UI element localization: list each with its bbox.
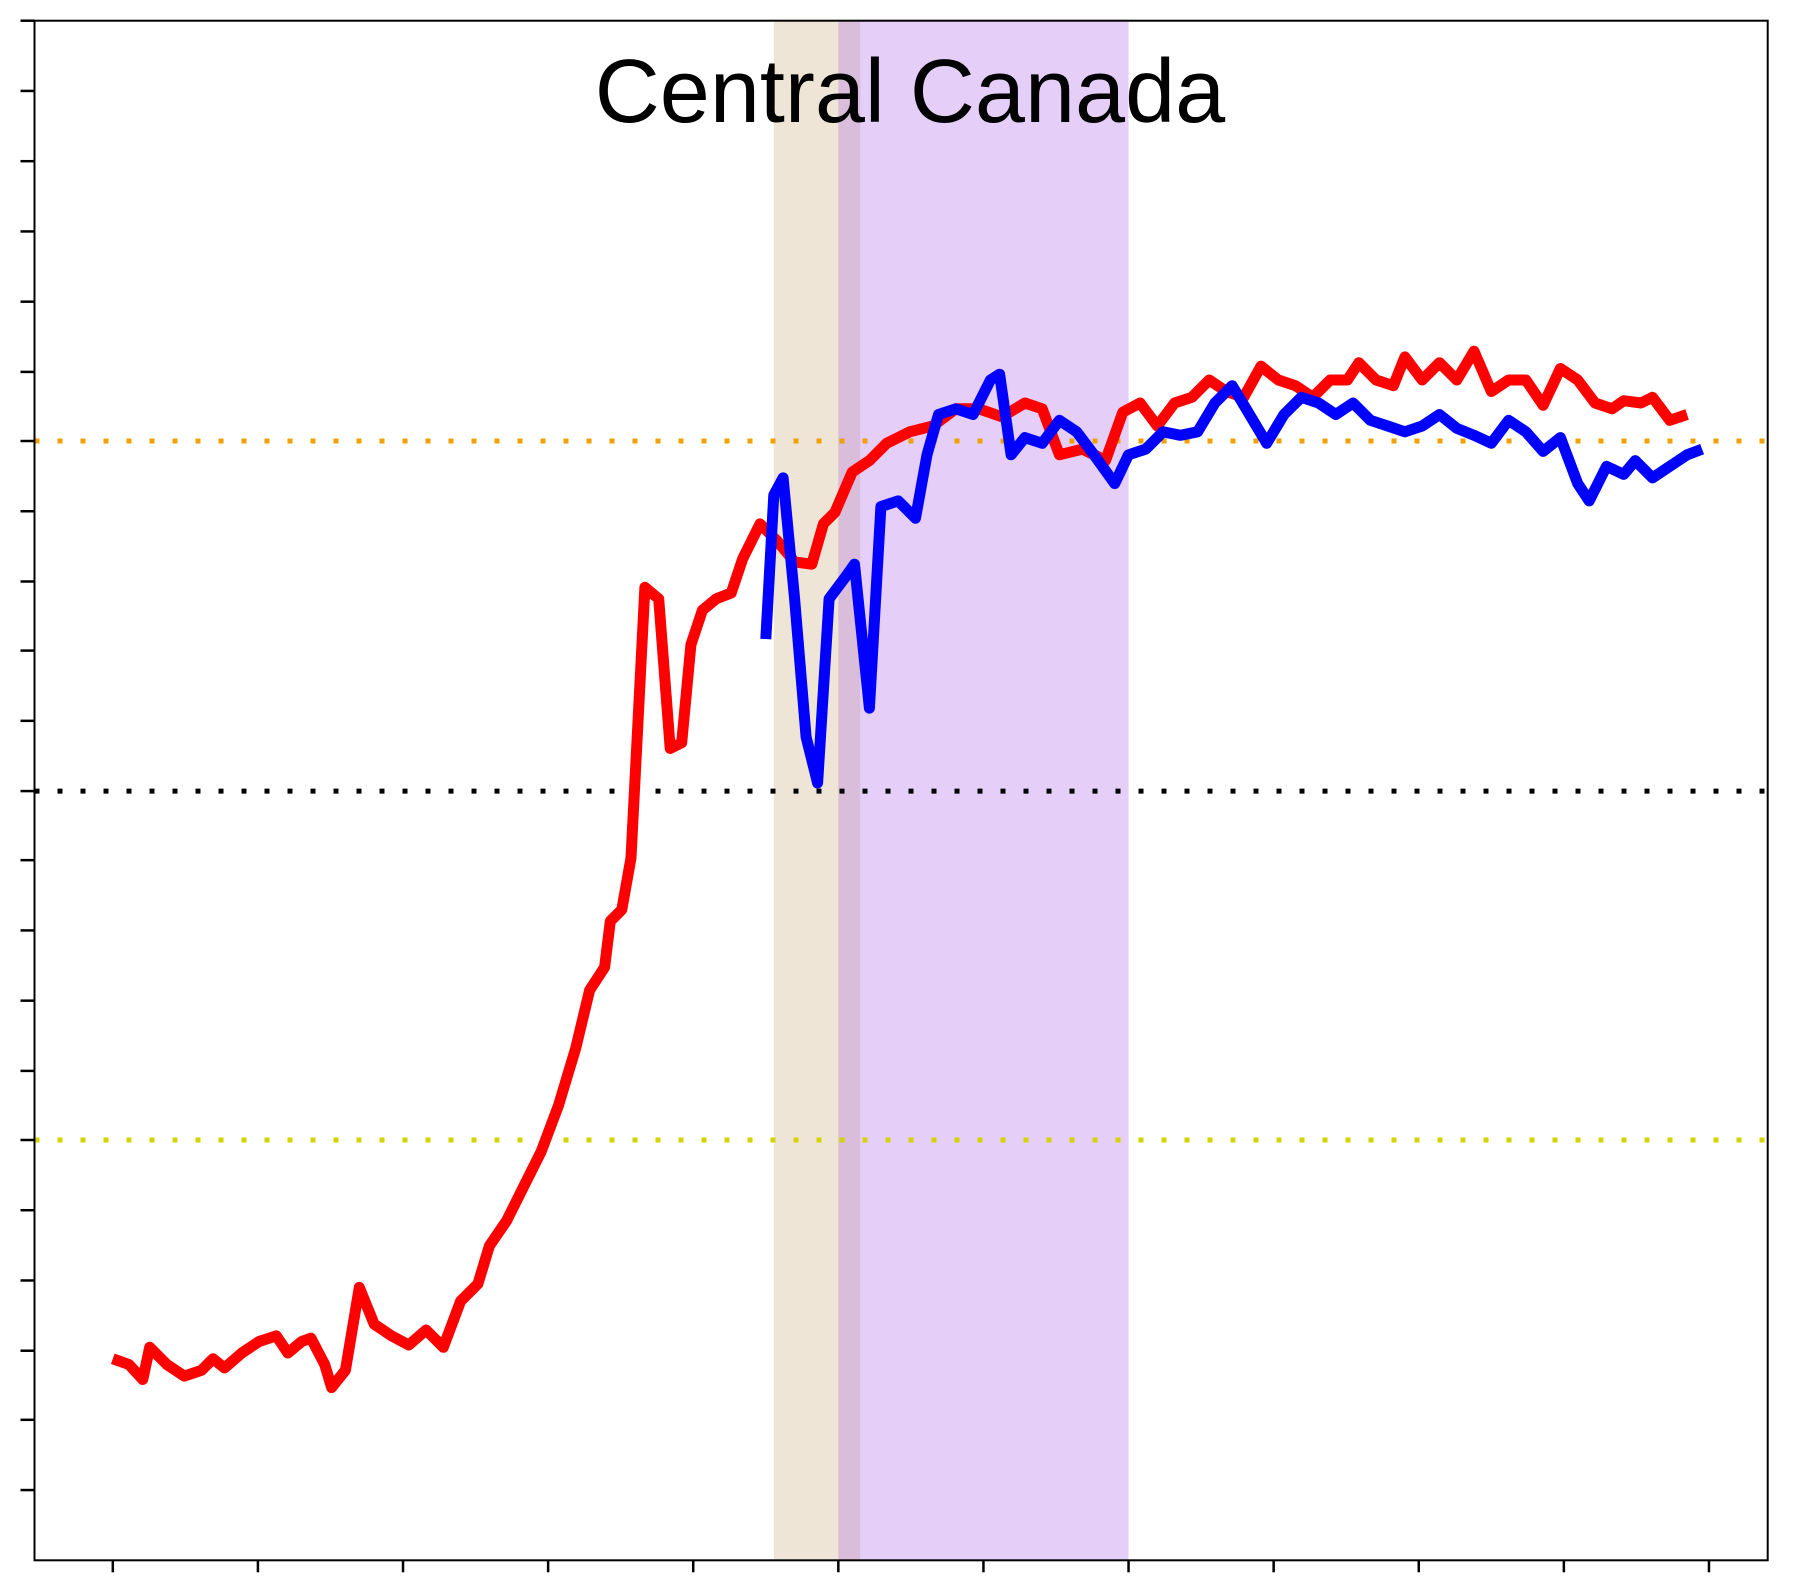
shaded-span xyxy=(838,20,1129,1561)
background-layer xyxy=(34,20,1768,1561)
lines-layer xyxy=(110,345,1705,1394)
series-line xyxy=(760,368,1705,789)
series-line xyxy=(110,345,1689,1394)
chart-title: Central Canada xyxy=(595,42,1226,142)
